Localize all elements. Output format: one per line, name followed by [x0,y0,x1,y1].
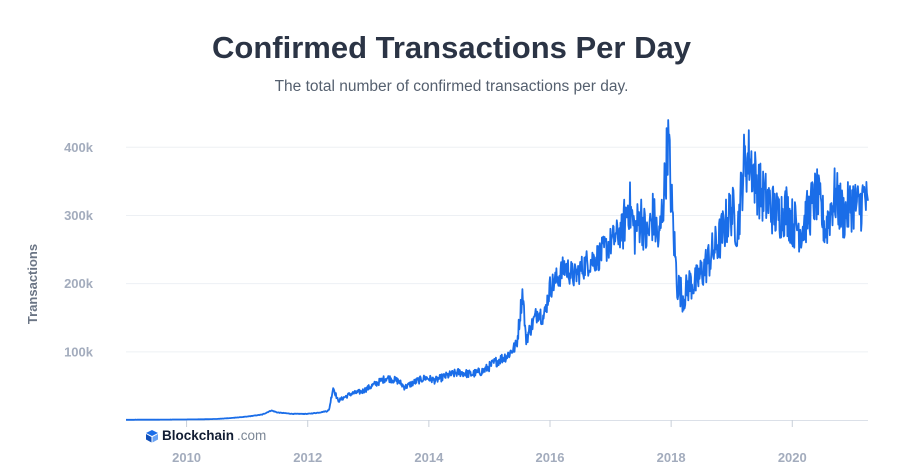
x-tick-label: 2012 [293,450,322,465]
x-tick-label: 2016 [536,450,565,465]
brand-name: Blockchain [162,428,235,443]
brand-domain: .com [237,428,267,443]
chart-subtitle: The total number of confirmed transactio… [274,78,629,95]
y-axis-label: Transactions [25,244,40,324]
blockchain-logo-icon [145,429,159,443]
x-tick-label: 2014 [414,450,444,465]
series-layer [125,119,869,421]
x-tick-label: 2010 [172,450,201,465]
brand-logo: Blockchain .com [145,428,266,443]
y-tick-label: 300k [64,208,94,223]
y-tick-label: 400k [64,140,94,155]
chart-title: Confirmed Transactions Per Day [212,30,691,65]
series-line-transactions [125,119,869,421]
y-tick-label: 200k [64,276,94,291]
y-tick-label: 100k [64,344,94,359]
x-tick-label: 2018 [657,450,686,465]
x-tick-labels: 2010 2012 2014 2016 2018 2020 [172,420,807,465]
x-tick-label: 2020 [778,450,807,465]
y-tick-labels: 100k 200k 300k 400k [64,140,94,360]
